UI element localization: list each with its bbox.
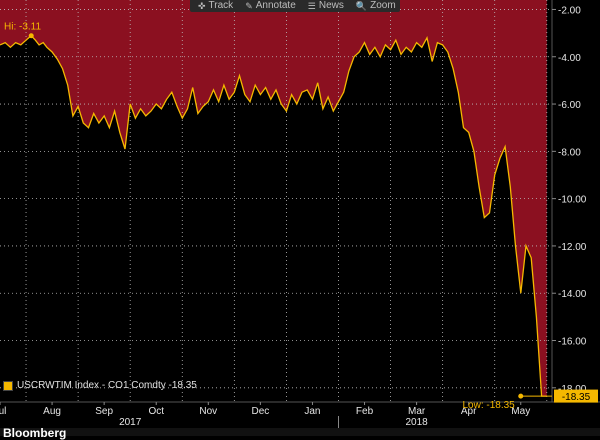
bottom-strip [0,428,600,436]
x-tick-label: Feb [356,406,374,417]
series-area [0,0,547,397]
news-icon: ☰ [307,1,316,11]
y-tick-label: -16.00 [558,337,587,348]
y-tick-label: -12.00 [558,242,587,253]
legend-swatch [3,380,13,391]
toolbar-label: Annotate [255,0,296,11]
x-tick-label: Nov [199,406,217,417]
x-tick-label: May [511,406,530,417]
y-tick-label: -2.00 [558,5,581,16]
y-tick-label: -18.00 [558,384,587,395]
toolbar-label: Track [208,0,234,11]
toolbar-zoom-button[interactable]: 🔍 Zoom [356,0,396,12]
x-tick-label: Oct [148,406,164,417]
toolbar-label: Zoom [370,0,396,11]
toolbar-news-button[interactable]: ☰ News [308,0,344,12]
x-tick-label: Mar [408,406,426,417]
x-tick-label: Jan [304,406,320,417]
x-tick-label: Aug [43,406,61,417]
toolbar-annotate-button[interactable]: ✎ Annotate [245,0,296,12]
high-annotation: Hi: -3.11 [4,22,41,33]
y-tick-label: -14.00 [558,289,587,300]
pencil-icon: ✎ [245,1,253,11]
legend-text: USCRWTIM Index - CO1 Comdty -18.35 [17,380,197,391]
last-value-box [554,389,598,403]
chart-toolbar: ✜ Track ✎ Annotate ☰ News 🔍 Zoom [190,0,400,12]
low-annotation: Low: -18.35 [462,400,515,411]
x-tick-label: Dec [251,406,269,417]
high-marker [28,33,34,39]
x-tick-label: Apr [461,406,477,417]
x-tick-label: Jul [0,406,6,417]
magnifier-icon: 🔍 [355,1,368,11]
legend: USCRWTIM Index - CO1 Comdty -18.35 [3,380,197,391]
y-tick-label: -4.00 [558,53,581,64]
x-tick-label: Sep [95,406,113,417]
x-year-label: 2018 [405,417,428,428]
y-tick-label: -6.00 [558,100,581,111]
y-tick-label: -10.00 [558,195,587,206]
series-line [0,34,547,397]
last-value-label: -18.35 [562,392,591,403]
bloomberg-logo-text: Bloomberg [3,426,67,440]
toolbar-label: News [318,0,344,11]
crosshair-icon: ✜ [198,1,206,11]
x-year-label: 2017 [119,417,142,428]
y-tick-label: -8.00 [558,147,581,158]
toolbar-track-button[interactable]: ✜ Track [198,0,233,12]
